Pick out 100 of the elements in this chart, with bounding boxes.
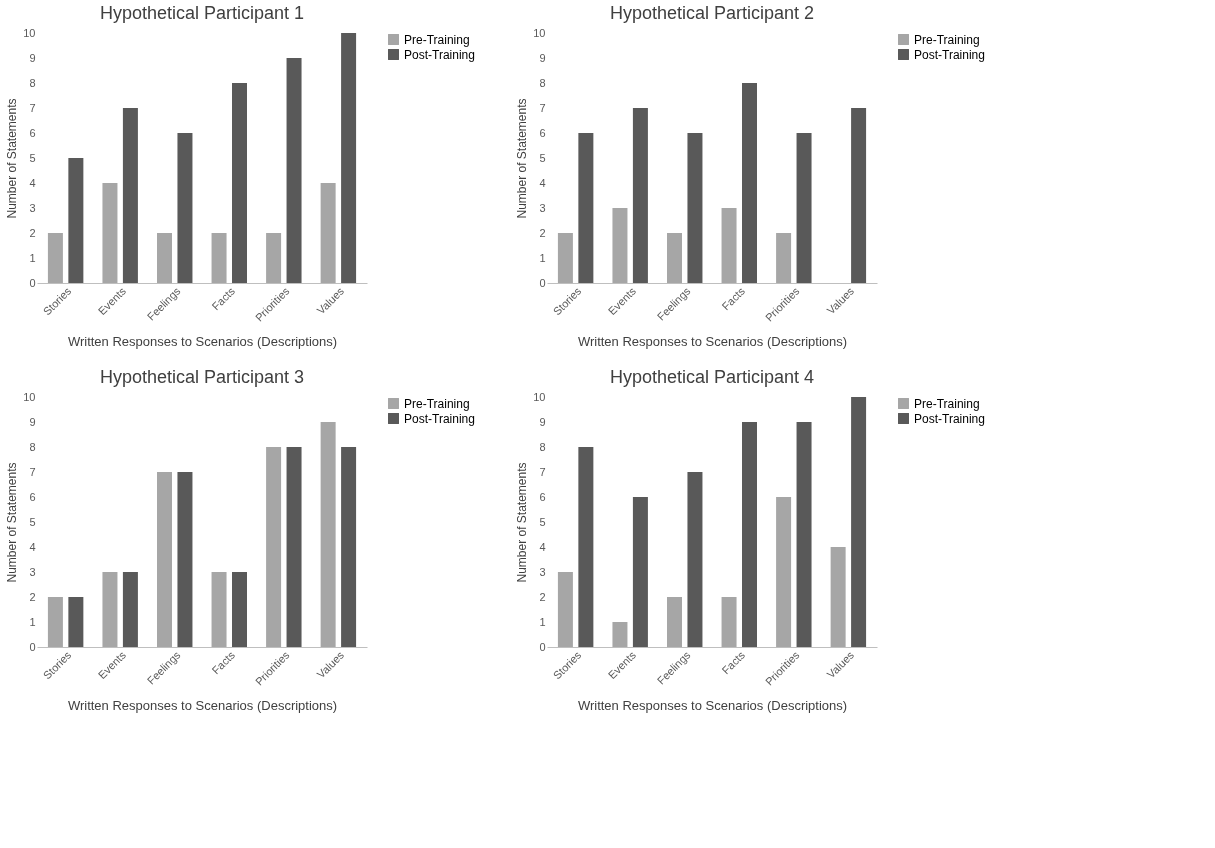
legend-label: Pre-Training xyxy=(404,32,470,47)
y-tick-label: 3 xyxy=(539,565,546,578)
y-tick-label: 8 xyxy=(539,440,546,453)
y-axis-title: Number of Statements xyxy=(5,462,20,583)
y-tick-label: 4 xyxy=(29,176,36,189)
legend-label: Post-Training xyxy=(404,47,475,62)
y-tick-label: 6 xyxy=(539,126,546,139)
bar xyxy=(742,83,757,283)
bar xyxy=(830,547,846,647)
bar xyxy=(851,108,867,283)
bar xyxy=(667,597,682,647)
bar xyxy=(211,233,227,283)
chart-title: Hypothetical Participant 4 xyxy=(609,367,815,387)
bar xyxy=(796,422,812,647)
bar xyxy=(557,572,573,647)
y-tick-label: 8 xyxy=(29,440,36,453)
x-axis-title: Written Responses to Scenarios (Descriptions) xyxy=(67,697,338,713)
bar xyxy=(687,472,703,647)
bar xyxy=(286,58,302,283)
x-axis-title: Written Responses to Scenarios (Descriptions) xyxy=(67,333,338,349)
y-tick-label: 7 xyxy=(539,465,546,478)
bar xyxy=(667,233,682,283)
y-tick-label: 10 xyxy=(23,390,36,403)
chart-title: Hypothetical Participant 2 xyxy=(609,3,815,23)
bar xyxy=(47,597,63,647)
y-tick-label: 2 xyxy=(539,226,546,239)
y-tick-label: 1 xyxy=(539,615,546,628)
y-tick-label: 6 xyxy=(29,490,36,503)
y-tick-label: 0 xyxy=(539,640,546,653)
bar xyxy=(157,233,172,283)
y-tick-label: 3 xyxy=(539,201,546,214)
bar xyxy=(796,133,812,283)
legend-label: Pre-Training xyxy=(914,396,980,411)
y-tick-label: 3 xyxy=(29,565,36,578)
bar xyxy=(557,233,573,283)
bar xyxy=(320,422,336,647)
bar xyxy=(47,233,63,283)
bar xyxy=(341,33,357,283)
y-tick-label: 1 xyxy=(29,251,36,264)
bar xyxy=(687,133,703,283)
y-tick-label: 5 xyxy=(539,151,546,164)
bar xyxy=(632,108,648,283)
y-tick-label: 4 xyxy=(539,176,546,189)
bar xyxy=(122,108,138,283)
bar xyxy=(157,472,172,647)
bar xyxy=(721,208,737,283)
legend-label: Pre-Training xyxy=(404,396,470,411)
y-tick-label: 9 xyxy=(29,415,36,428)
y-tick-label: 8 xyxy=(539,76,546,89)
y-tick-label: 8 xyxy=(29,76,36,89)
bar xyxy=(232,572,247,647)
bar xyxy=(102,572,118,647)
y-tick-label: 6 xyxy=(29,126,36,139)
y-tick-label: 4 xyxy=(539,540,546,553)
y-tick-label: 10 xyxy=(23,26,36,39)
legend-label: Post-Training xyxy=(914,411,985,426)
y-tick-label: 6 xyxy=(539,490,546,503)
bar xyxy=(776,497,792,647)
y-tick-label: 2 xyxy=(29,226,36,239)
legend-label: Post-Training xyxy=(404,411,475,426)
y-tick-label: 9 xyxy=(539,51,546,64)
y-tick-label: 9 xyxy=(29,51,36,64)
x-axis-title: Written Responses to Scenarios (Descriptions) xyxy=(577,697,848,713)
bar xyxy=(177,133,193,283)
bar xyxy=(286,447,302,647)
y-tick-label: 9 xyxy=(539,415,546,428)
bar xyxy=(742,422,757,647)
bar xyxy=(578,133,594,283)
y-tick-label: 3 xyxy=(29,201,36,214)
y-tick-label: 7 xyxy=(29,465,36,478)
y-tick-label: 1 xyxy=(539,251,546,264)
bar xyxy=(341,447,357,647)
y-tick-label: 2 xyxy=(29,590,36,603)
chart-title: Hypothetical Participant 3 xyxy=(99,367,305,387)
y-axis-title: Number of Statements xyxy=(515,462,530,583)
y-tick-label: 4 xyxy=(29,540,36,553)
bar xyxy=(578,447,594,647)
bar xyxy=(612,208,628,283)
x-axis-title: Written Responses to Scenarios (Descriptions) xyxy=(577,333,848,349)
bar xyxy=(320,183,336,283)
y-tick-label: 10 xyxy=(533,390,546,403)
bar xyxy=(102,183,118,283)
y-tick-label: 5 xyxy=(539,515,546,528)
y-tick-label: 1 xyxy=(29,615,36,628)
y-tick-label: 5 xyxy=(29,515,36,528)
bar xyxy=(68,158,84,283)
y-tick-label: 0 xyxy=(539,276,546,289)
legend-label: Post-Training xyxy=(914,47,985,62)
bar xyxy=(122,572,138,647)
y-tick-label: 10 xyxy=(533,26,546,39)
bar xyxy=(776,233,792,283)
bar xyxy=(612,622,628,647)
y-tick-label: 5 xyxy=(29,151,36,164)
y-tick-label: 7 xyxy=(29,101,36,114)
y-tick-label: 0 xyxy=(29,640,36,653)
bar xyxy=(232,83,247,283)
bar xyxy=(177,472,193,647)
y-axis-title: Number of Statements xyxy=(515,98,530,219)
bar xyxy=(266,447,282,647)
bar xyxy=(632,497,648,647)
